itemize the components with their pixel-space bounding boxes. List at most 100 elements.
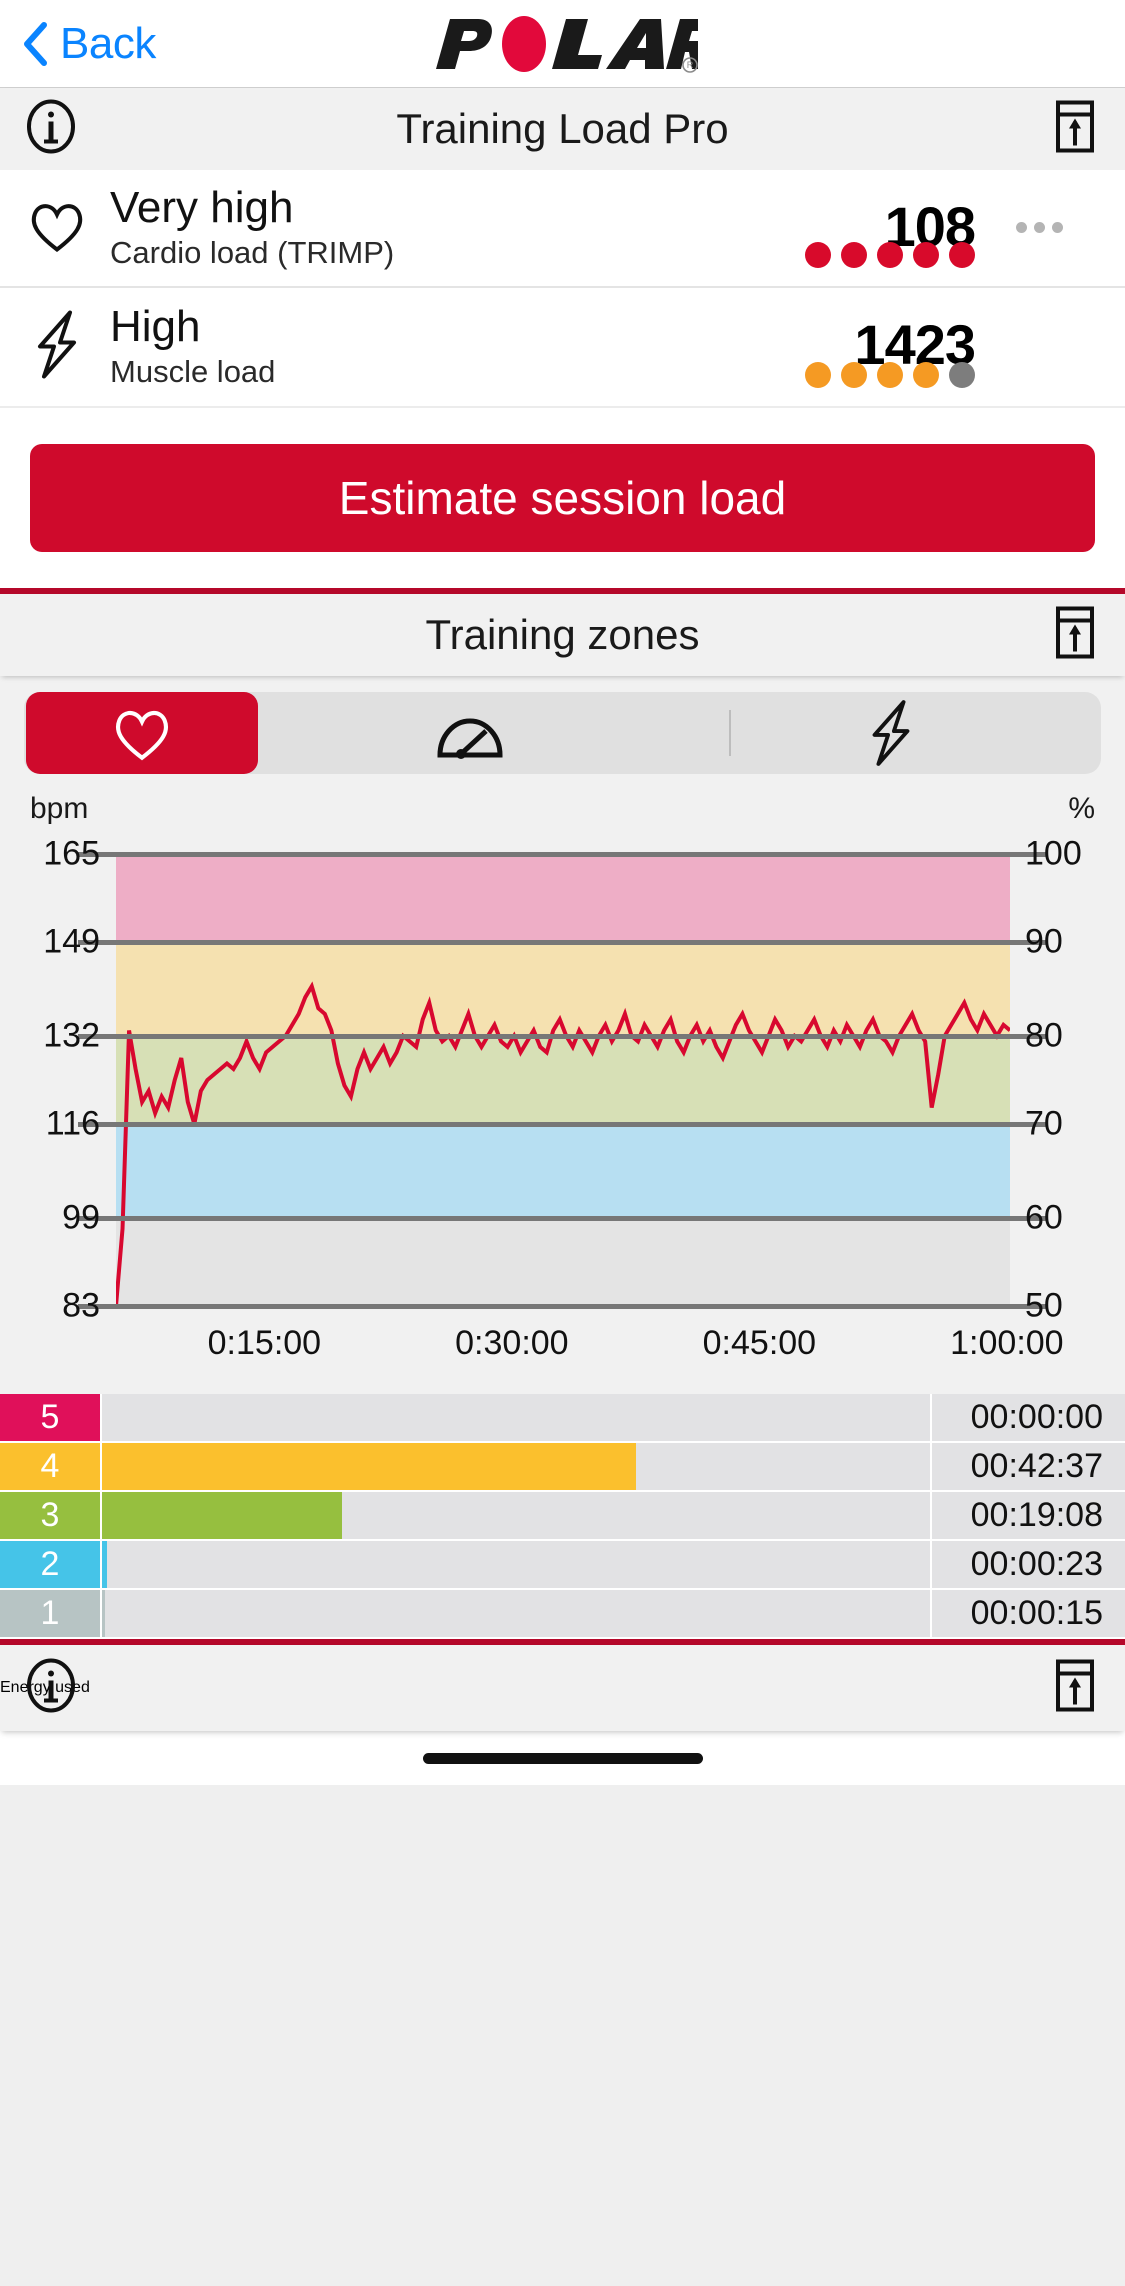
training-load-pro-header[interactable]: Training Load Pro bbox=[0, 88, 1125, 170]
lightning-bolt-icon bbox=[26, 309, 88, 386]
info-circle-icon[interactable] bbox=[24, 99, 78, 159]
section-title: Training Load Pro bbox=[396, 105, 729, 152]
navigation-bar: Back R bbox=[0, 0, 1125, 88]
zone-bar-fill bbox=[102, 1541, 107, 1588]
estimate-session-load-button[interactable]: Estimate session load bbox=[30, 444, 1095, 552]
load-dot bbox=[841, 242, 867, 268]
chart-y-tick-left: 165 bbox=[43, 834, 100, 873]
muscle-load-row[interactable]: High Muscle load 1423 bbox=[0, 288, 1125, 406]
zone-number: 4 bbox=[0, 1443, 100, 1490]
chart-gridline bbox=[78, 1215, 1048, 1221]
load-dot bbox=[949, 362, 975, 388]
cardio-load-text: Very high Cardio load (TRIMP) bbox=[110, 184, 395, 271]
chart-gridline bbox=[78, 940, 1048, 946]
load-dot bbox=[877, 362, 903, 388]
chart-gridline bbox=[78, 1033, 1048, 1039]
chart-zone-band bbox=[116, 1035, 1010, 1125]
training-zones-header[interactable]: Training zones bbox=[0, 594, 1125, 676]
lightning-bolt-icon bbox=[872, 700, 910, 766]
zone-table-row: 1 00:00:15 bbox=[0, 1590, 1125, 1639]
hr-line bbox=[116, 986, 1010, 1306]
cardio-load-row[interactable]: Very high Cardio load (TRIMP) 108 bbox=[0, 170, 1125, 288]
chart-y-tick-left: 99 bbox=[62, 1198, 100, 1237]
chart-y-tick-left: 149 bbox=[43, 922, 100, 961]
back-button[interactable]: Back bbox=[22, 19, 156, 69]
section-title: Training zones bbox=[425, 611, 700, 658]
zone-number: 5 bbox=[0, 1394, 100, 1441]
zone-table-row: 4 00:42:37 bbox=[0, 1443, 1125, 1492]
energy-used-header[interactable]: Energy used bbox=[0, 1645, 1125, 1731]
chart-x-tick: 0:30:00 bbox=[455, 1324, 569, 1362]
chart-x-tick: 0:45:00 bbox=[702, 1324, 817, 1362]
zone-table-row: 2 00:00:23 bbox=[0, 1541, 1125, 1590]
collapse-panel-icon[interactable] bbox=[1053, 1659, 1097, 1718]
chart-gridline bbox=[78, 1122, 1048, 1128]
chart-y-tick-right: 100 bbox=[1025, 834, 1082, 873]
tab-power[interactable] bbox=[681, 692, 1102, 774]
zone-bar-track bbox=[100, 1492, 930, 1539]
chart-y-tick-right: 70 bbox=[1025, 1104, 1063, 1143]
muscle-load-label: Muscle load bbox=[110, 354, 276, 390]
chart-y-tick-right: 80 bbox=[1025, 1016, 1063, 1055]
zone-number: 2 bbox=[0, 1541, 100, 1588]
zone-bar-fill bbox=[102, 1590, 106, 1637]
muscle-load-level: High bbox=[110, 301, 201, 351]
home-indicator-zone bbox=[0, 1731, 1125, 1785]
zone-duration: 00:00:23 bbox=[930, 1541, 1125, 1588]
svg-text:R: R bbox=[686, 60, 693, 70]
cardio-load-label: Cardio load (TRIMP) bbox=[110, 235, 395, 271]
chart-zone-band bbox=[116, 854, 1010, 943]
chart-y-tick-right: 60 bbox=[1025, 1198, 1063, 1237]
cardio-load-dots bbox=[805, 242, 975, 268]
speedometer-icon bbox=[437, 718, 503, 759]
zone-duration: 00:42:37 bbox=[930, 1443, 1125, 1490]
zone-bar-track bbox=[100, 1394, 930, 1441]
zone-bar-track bbox=[100, 1590, 930, 1637]
zone-duration-table: 5 00:00:00 4 00:42:37 3 00:19:08 2 00:00:23 1 00:… bbox=[0, 1394, 1125, 1639]
zone-metric-tabs-wrap bbox=[0, 676, 1125, 786]
chart-x-axis: 0:15:00 0:30:00 0:45:00 1:00:00 bbox=[0, 1324, 1125, 1394]
chart-right-unit: % bbox=[1068, 792, 1095, 825]
chart-gridline bbox=[78, 852, 1048, 857]
collapse-panel-icon[interactable] bbox=[1053, 100, 1097, 159]
zone-metric-tabs bbox=[24, 692, 1101, 774]
back-label: Back bbox=[60, 18, 156, 68]
collapse-panel-icon[interactable] bbox=[1053, 606, 1097, 665]
chart-zone-band bbox=[116, 942, 1010, 1036]
chevron-left-icon bbox=[24, 21, 47, 66]
tab-heart-rate[interactable] bbox=[26, 692, 258, 774]
chart-plot-area bbox=[78, 852, 1048, 1309]
info-circle-icon[interactable] bbox=[24, 1658, 78, 1718]
chart-zone-band bbox=[116, 1217, 1010, 1306]
heart-rate-trace bbox=[116, 854, 1010, 1306]
load-dot bbox=[877, 242, 903, 268]
section-title: Energy used bbox=[0, 1679, 90, 1696]
chart-x-tick: 1:00:00 bbox=[950, 1324, 1064, 1362]
chart-x-tick: 0:15:00 bbox=[207, 1324, 322, 1362]
chart-gridline bbox=[78, 1304, 1048, 1309]
load-dot bbox=[913, 362, 939, 388]
home-indicator[interactable] bbox=[422, 1752, 703, 1764]
load-dot bbox=[949, 242, 975, 268]
zone-table-row: 3 00:19:08 bbox=[0, 1492, 1125, 1541]
zone-duration: 00:00:15 bbox=[930, 1590, 1125, 1637]
ellipsis-icon[interactable] bbox=[1016, 222, 1063, 233]
chart-y-tick-left: 132 bbox=[43, 1016, 100, 1055]
muscle-load-text: High Muscle load bbox=[110, 301, 276, 390]
chart-units: bpm % bbox=[0, 792, 1125, 826]
tab-speed[interactable] bbox=[260, 692, 681, 774]
load-dot bbox=[913, 242, 939, 268]
footer-divider-rule bbox=[0, 1639, 1125, 1645]
chart-y-tick-right: 90 bbox=[1025, 922, 1063, 961]
heart-rate-chart: bpm % 165 149 132 116 99 83 100 90 80 70 60 50 0:1… bbox=[0, 786, 1125, 1394]
chart-left-unit: bpm bbox=[30, 792, 89, 825]
section-divider-rule bbox=[0, 588, 1125, 594]
chart-y-tick-left: 116 bbox=[45, 1104, 100, 1143]
heart-outline-icon bbox=[26, 195, 88, 262]
zone-number: 3 bbox=[0, 1492, 100, 1539]
chart-zone-band bbox=[116, 1124, 1010, 1218]
chart-y-tick-left: 83 bbox=[62, 1286, 100, 1325]
chart-plot-box: 165 149 132 116 99 83 100 90 80 70 60 50 bbox=[0, 835, 1125, 1325]
zone-bar-track bbox=[100, 1541, 930, 1588]
